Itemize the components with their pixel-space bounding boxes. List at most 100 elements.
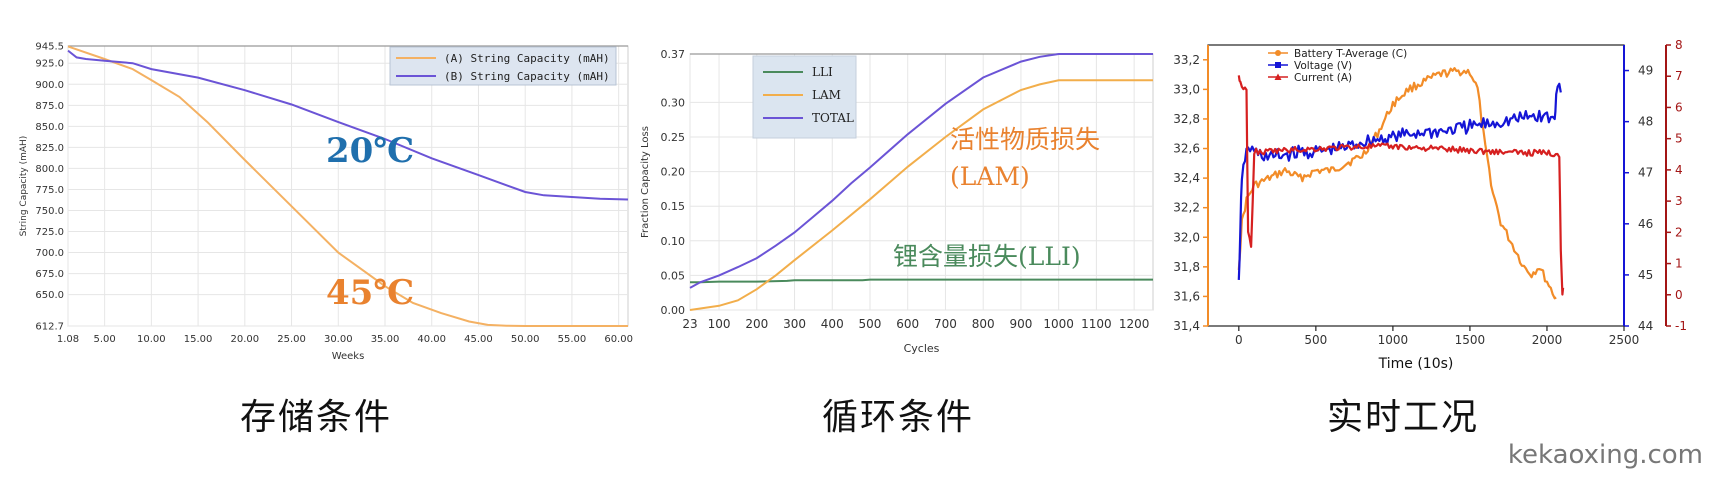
realtime-mid-tick-label: 49 bbox=[1638, 64, 1653, 78]
cycling-annotation-lli: 锂含量损失(LLI) bbox=[893, 242, 1081, 271]
cycling-legend-box bbox=[752, 55, 857, 139]
storage-ytick-label: 900.0 bbox=[35, 80, 64, 91]
storage-legend-label: (B) String Capacity (mAH) bbox=[444, 70, 610, 83]
realtime-left-tick-label: 32,8 bbox=[1173, 112, 1200, 126]
cycling-ytick-label: 0.15 bbox=[661, 200, 686, 213]
realtime-xtick-label: 0 bbox=[1235, 333, 1243, 347]
storage-ytick-label: 700.0 bbox=[35, 248, 64, 259]
cycling-ytick-label: 0.30 bbox=[661, 96, 686, 109]
storage-ytick-label: 925.0 bbox=[35, 59, 64, 70]
cycling-annotation-lam-cn: 活性物质损失 bbox=[950, 125, 1100, 154]
realtime-xtick-label: 1500 bbox=[1455, 333, 1486, 347]
realtime-xtick-label: 1000 bbox=[1378, 333, 1409, 347]
cycling-ytick-label: 0.10 bbox=[661, 235, 686, 248]
storage-ytick-label: 875.0 bbox=[35, 101, 64, 112]
realtime-right-tick-label: 4 bbox=[1675, 163, 1683, 177]
cycling-xtick-label: 900 bbox=[1009, 317, 1032, 331]
storage-legend-label: (A) String Capacity (mAH) bbox=[444, 52, 610, 65]
realtime-legend-label: Battery T-Average (C) bbox=[1294, 48, 1407, 60]
realtime-series-voltage bbox=[1237, 82, 1562, 280]
storage-ytick-label: 825.0 bbox=[35, 143, 64, 154]
storage-annotation-45c: 45℃ bbox=[326, 273, 414, 313]
cycling-xtick-label: 100 bbox=[708, 317, 731, 331]
cycling-y-axis-title: Fraction Capacity Loss bbox=[640, 126, 651, 238]
realtime-right-tick-label: 6 bbox=[1675, 100, 1683, 114]
cycling-ytick-label: 0.00 bbox=[661, 304, 686, 317]
cycling-series-line-lam bbox=[689, 79, 1153, 311]
storage-y-axis-title: String Capacity (mAH) bbox=[19, 136, 29, 237]
storage-xtick-label: 20.00 bbox=[231, 334, 260, 345]
storage-xtick-label: 45.00 bbox=[464, 334, 493, 345]
realtime-left-tick-label: 32,0 bbox=[1173, 230, 1200, 244]
storage-annotation-20c: 20℃ bbox=[326, 131, 414, 171]
storage-xtick-label: 40.00 bbox=[417, 334, 446, 345]
cycling-legend-label: LLI bbox=[812, 65, 833, 79]
cycling-xtick-label: 200 bbox=[745, 317, 768, 331]
storage-ytick-label: 775.0 bbox=[35, 185, 64, 196]
realtime-right-tick-label: 8 bbox=[1675, 38, 1683, 52]
realtime-mid-tick-label: 46 bbox=[1638, 217, 1653, 231]
storage-x-axis-title: Weeks bbox=[332, 351, 365, 362]
cycling-xtick-label: 300 bbox=[783, 317, 806, 331]
storage-ytick-label: 725.0 bbox=[35, 227, 64, 238]
cycling-xtick-label: 500 bbox=[859, 317, 882, 331]
storage-xtick-label: 5.00 bbox=[94, 334, 116, 345]
realtime-left-tick-label: 31,8 bbox=[1173, 260, 1200, 274]
realtime-mid-tick-label: 47 bbox=[1638, 166, 1653, 180]
realtime-chart: 31,4 31,6 31,8 32,0 32,2 32,4 32,6 32,8 33,0 33,2… bbox=[1173, 38, 1687, 372]
storage-xtick-label: 35.00 bbox=[371, 334, 400, 345]
cycling-legend-label: LAM bbox=[812, 88, 841, 102]
cycling-xtick-label: 23 bbox=[682, 317, 697, 331]
storage-xtick-label: 55.00 bbox=[558, 334, 587, 345]
cycling-xtick-label: 400 bbox=[821, 317, 844, 331]
storage-series-line-a bbox=[67, 45, 628, 327]
storage-series-line-b bbox=[67, 49, 629, 201]
realtime-right-tick-label: 3 bbox=[1675, 194, 1683, 208]
storage-plot-area bbox=[67, 45, 629, 327]
realtime-series-current bbox=[1237, 75, 1565, 296]
caption-cycling: 循环条件 bbox=[822, 397, 975, 438]
cycling-xtick-label: 700 bbox=[934, 317, 957, 331]
caption-storage: 存储条件 bbox=[240, 397, 393, 438]
cycling-chart: 0.00 0.05 0.10 0.15 0.20 0.25 0.30 0.37 23 100 200… bbox=[640, 48, 1154, 355]
realtime-right-tick-label: 2 bbox=[1675, 225, 1683, 239]
cycling-legend: LLI LAM TOTAL bbox=[752, 55, 857, 139]
storage-xtick-label: 60.00 bbox=[604, 334, 633, 345]
storage-ytick-label: 945.5 bbox=[35, 42, 64, 53]
storage-xtick-label: 15.00 bbox=[184, 334, 213, 345]
storage-xtick-label: 30.00 bbox=[324, 334, 353, 345]
cycling-ytick-label: 0.37 bbox=[661, 48, 686, 61]
realtime-legend-marker bbox=[1275, 50, 1281, 56]
storage-ytick-label: 612.7 bbox=[35, 322, 64, 333]
storage-ytick-label: 650.0 bbox=[35, 290, 64, 301]
realtime-mid-tick-label: 45 bbox=[1638, 268, 1653, 282]
realtime-series-temperature bbox=[1237, 67, 1557, 300]
realtime-x-axis-title: Time (10s) bbox=[1378, 356, 1454, 372]
cycling-xtick-label: 1000 bbox=[1043, 317, 1074, 331]
realtime-left-tick-label: 32,4 bbox=[1173, 171, 1200, 185]
cycling-legend-label: TOTAL bbox=[812, 111, 854, 125]
cycling-xtick-label: 800 bbox=[972, 317, 995, 331]
storage-legend: (A) String Capacity (mAH) (B) String Capa… bbox=[389, 46, 617, 86]
realtime-right-tick-label: 1 bbox=[1675, 257, 1683, 271]
storage-chart: 945.5 925.0 900.0 875.0 850.0 825.0 800.0 775.0… bbox=[19, 42, 633, 363]
storage-xtick-label: 50.00 bbox=[511, 334, 540, 345]
watermark: kekaoxing.com bbox=[1507, 440, 1703, 470]
realtime-mid-tick-label: 48 bbox=[1638, 115, 1653, 129]
realtime-legend-marker bbox=[1275, 62, 1281, 68]
cycling-ytick-label: 0.20 bbox=[661, 166, 686, 179]
realtime-xtick-label: 2500 bbox=[1609, 333, 1640, 347]
realtime-legend-label: Voltage (V) bbox=[1294, 60, 1352, 72]
cycling-series-line-total bbox=[689, 53, 1153, 289]
realtime-xtick-label: 2000 bbox=[1532, 333, 1563, 347]
realtime-legend: Battery T-Average (C)Voltage (V)Current … bbox=[1268, 48, 1407, 84]
cycling-xtick-label: 600 bbox=[896, 317, 919, 331]
realtime-left-tick-label: 32,2 bbox=[1173, 201, 1200, 215]
cycling-annotation-lam-en: (LAM) bbox=[950, 162, 1030, 191]
realtime-right-tick-label: 5 bbox=[1675, 132, 1683, 146]
realtime-legend-label: Current (A) bbox=[1294, 72, 1352, 84]
cycling-series-line-lli bbox=[690, 278, 1153, 284]
realtime-right-tick-label: 7 bbox=[1675, 69, 1683, 83]
